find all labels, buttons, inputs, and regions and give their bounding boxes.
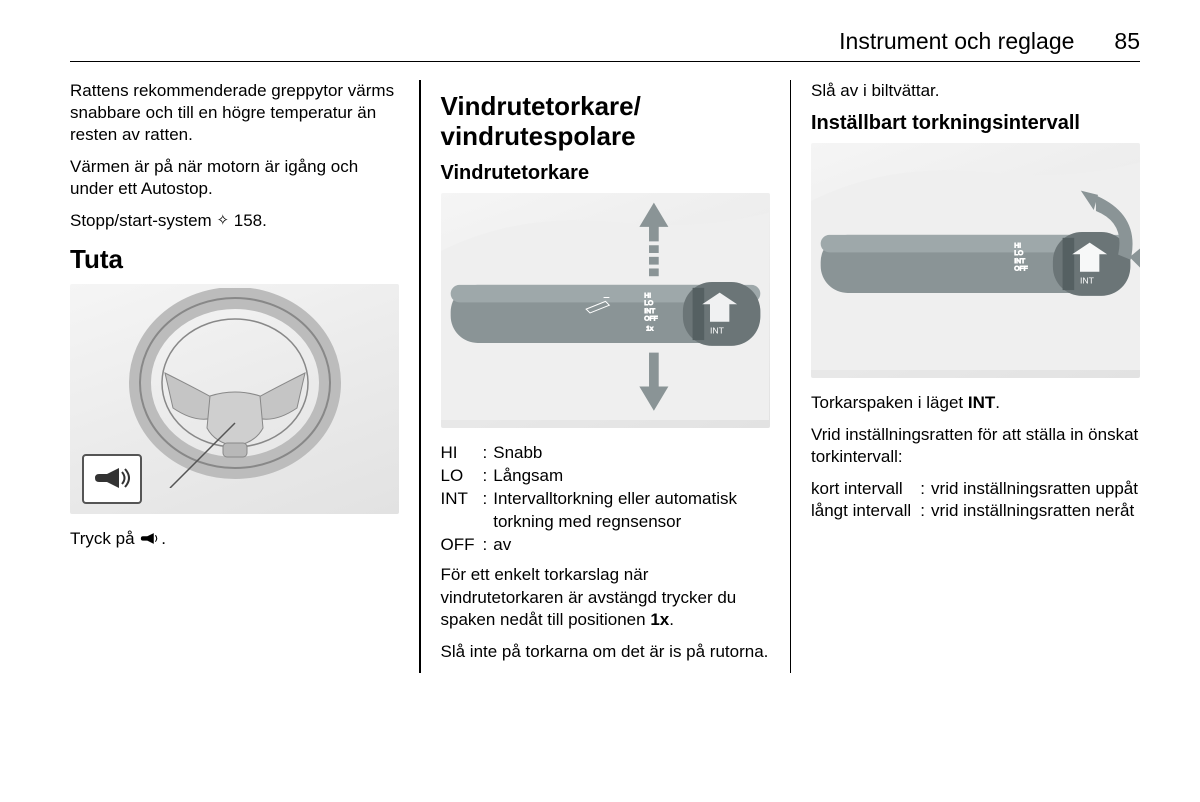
- c2-p1-a: För ett enkelt torkarslag när vindruteto…: [441, 565, 737, 628]
- subheading-interval: Inställbart torkningsintervall: [811, 112, 1140, 135]
- horn-icon: [93, 466, 131, 492]
- legend-key: INT: [441, 488, 483, 534]
- legend-row: INT : Intervalltorkning eller automatisk…: [441, 488, 770, 534]
- svg-text:HI: HI: [1014, 243, 1021, 250]
- horn-badge: [82, 454, 142, 504]
- reference-arrow-icon: ✧: [216, 211, 229, 231]
- interval-key: långt intervall: [811, 500, 920, 522]
- legend-val: Långsam: [493, 465, 769, 488]
- c3-p1-a: Torkarspaken i läget: [811, 393, 968, 412]
- column-2: Vindrutetorkare/ vindrutespolare Vindrut…: [429, 80, 782, 673]
- c1-p1: Rattens rekommenderade greppytor värms s…: [70, 80, 399, 146]
- figure-interval-stalk: HI LO INT OFF INT: [811, 143, 1140, 378]
- heading-wiper-washer: Vindrutetorkare/ vindrutespolare: [441, 92, 770, 152]
- legend-val: Snabb: [493, 442, 769, 465]
- interval-colon: :: [920, 478, 931, 500]
- column-1: Rattens rekommenderade greppytor värms s…: [70, 80, 411, 673]
- interval-colon: :: [920, 500, 931, 522]
- figure-wiper-stalk: HI LO INT OFF 1x: [441, 193, 770, 428]
- interval-stalk-icon: HI LO INT OFF INT: [811, 143, 1140, 370]
- column-divider-2: [790, 80, 792, 673]
- c1-p3-ref: 158.: [234, 211, 267, 230]
- steering-wheel-icon: [125, 288, 345, 488]
- c2-p1: För ett enkelt torkarslag när vindruteto…: [441, 564, 770, 630]
- c1-p3-pre: Stopp/start-system: [70, 211, 216, 230]
- interval-row: långt intervall : vrid inställningsratte…: [811, 500, 1140, 522]
- legend-val: Intervalltorkning eller automatisk torkn…: [493, 488, 769, 534]
- interval-val: vrid inställningsratten uppåt: [931, 478, 1140, 500]
- horn-icon-inline: [139, 530, 161, 552]
- wiper-stalk-icon: HI LO INT OFF 1x: [441, 193, 770, 420]
- column-3: Slå av i biltvättar. Inställbart torknin…: [799, 80, 1140, 673]
- legend-val: av: [493, 534, 769, 557]
- svg-text:1x: 1x: [646, 325, 654, 332]
- svg-text:INT: INT: [644, 308, 655, 315]
- legend-colon: :: [483, 534, 494, 557]
- page-header: Instrument och reglage 85: [70, 28, 1140, 62]
- legend-colon: :: [483, 465, 494, 488]
- svg-text:HI: HI: [644, 292, 651, 299]
- wiper-legend: HI : Snabb LO : Långsam INT : Intervallt…: [441, 442, 770, 557]
- page: Instrument och reglage 85 Rattens rekomm…: [0, 0, 1200, 693]
- c2-p1-c: .: [669, 610, 674, 629]
- svg-text:INT: INT: [709, 325, 724, 335]
- c3-p1-b: INT: [968, 393, 995, 412]
- c1-tuta-pre: Tryck på: [70, 529, 139, 548]
- c2-p1-b: 1x: [650, 610, 669, 629]
- header-title: Instrument och reglage: [839, 28, 1074, 55]
- interval-table: kort intervall : vrid inställningsratten…: [811, 478, 1140, 522]
- svg-text:LO: LO: [644, 300, 653, 307]
- subheading-wiper: Vindrutetorkare: [441, 162, 770, 185]
- legend-row: LO : Långsam: [441, 465, 770, 488]
- c3-p1: Torkarspaken i läget INT.: [811, 392, 1140, 414]
- svg-text:OFF: OFF: [1014, 266, 1028, 273]
- figure-steering-wheel: [70, 284, 399, 514]
- column-divider-1: [419, 80, 421, 673]
- c1-p2: Värmen är på när motorn är igång och und…: [70, 156, 399, 200]
- legend-row: HI : Snabb: [441, 442, 770, 465]
- legend-key: OFF: [441, 534, 483, 557]
- c2-p2: Slå inte på torkarna om det är is på rut…: [441, 641, 770, 663]
- svg-text:INT: INT: [1080, 275, 1095, 285]
- interval-row: kort intervall : vrid inställningsratten…: [811, 478, 1140, 500]
- interval-val: vrid inställningsratten neråt: [931, 500, 1140, 522]
- c1-tuta-post: .: [161, 529, 166, 548]
- svg-text:LO: LO: [1014, 250, 1023, 257]
- svg-text:OFF: OFF: [644, 316, 658, 323]
- c1-p3: Stopp/start-system ✧ 158.: [70, 210, 399, 232]
- c3-p2: Vrid inställningsratten för att ställa i…: [811, 424, 1140, 468]
- svg-text:INT: INT: [1014, 258, 1025, 265]
- columns: Rattens rekommenderade greppytor värms s…: [70, 80, 1140, 673]
- legend-colon: :: [483, 442, 494, 465]
- heading-tuta: Tuta: [70, 245, 399, 275]
- c3-p1-c: .: [995, 393, 1000, 412]
- legend-row: OFF : av: [441, 534, 770, 557]
- header-page-number: 85: [1114, 28, 1140, 55]
- legend-colon: :: [483, 488, 494, 534]
- legend-key: HI: [441, 442, 483, 465]
- legend-key: LO: [441, 465, 483, 488]
- c1-tuta-instruction: Tryck på .: [70, 528, 399, 552]
- c3-ptop: Slå av i biltvättar.: [811, 80, 1140, 102]
- interval-key: kort intervall: [811, 478, 920, 500]
